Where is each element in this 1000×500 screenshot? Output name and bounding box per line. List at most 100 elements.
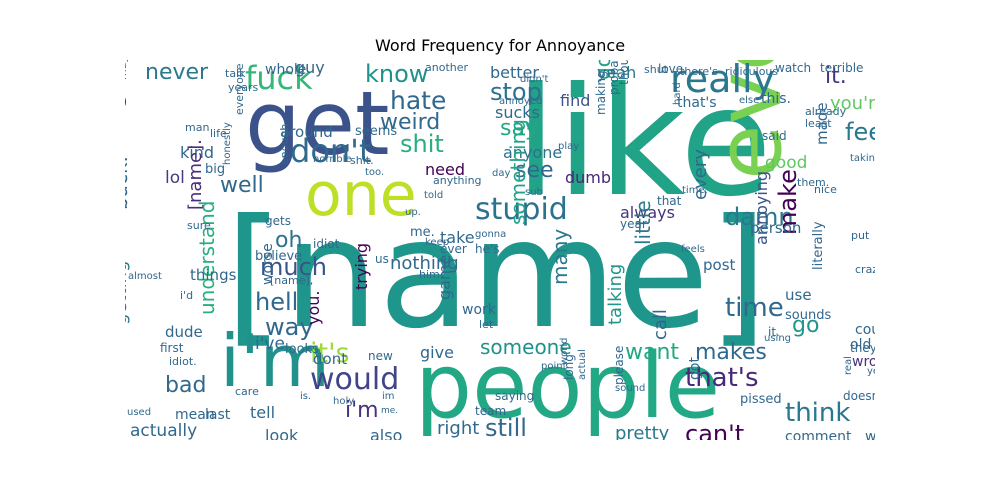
word-item: makes — [695, 340, 767, 365]
word-item: yeah — [597, 63, 637, 82]
word-item: you. — [304, 290, 323, 325]
word-item: hate — [390, 86, 447, 115]
word-item: i've — [255, 334, 285, 354]
word-item: sub — [525, 187, 543, 198]
word-item: call — [650, 309, 671, 340]
word-item: used — [127, 407, 152, 418]
word-item: don't — [290, 132, 372, 170]
word-item: put — [851, 229, 870, 242]
word-cloud: like[name]peoplegetoneevenfuckingi'mreal… — [125, 60, 875, 440]
word-item: annoyed — [499, 96, 543, 107]
word-item: i'm — [220, 319, 330, 403]
word-item: keep — [425, 237, 450, 248]
word-item: mean — [175, 407, 215, 423]
word-item: anyone — [503, 143, 563, 162]
word-item: much — [260, 253, 327, 281]
word-item: old — [850, 337, 872, 353]
word-item: terrible — [820, 61, 864, 75]
word-item: sure — [187, 219, 211, 232]
word-item: many — [548, 228, 572, 285]
word-item: play — [558, 141, 580, 152]
word-item: could — [855, 322, 875, 338]
word-item: there's — [680, 65, 718, 78]
word-item: shut — [644, 63, 668, 76]
word-item: me. — [381, 406, 399, 416]
word-item: trying — [352, 242, 371, 290]
word-item: whole — [265, 62, 307, 78]
word-item: something — [506, 119, 530, 225]
word-item: you're — [830, 93, 875, 114]
word-item: nice — [814, 183, 837, 196]
word-item: kind — [180, 143, 215, 162]
word-item: work — [462, 302, 496, 318]
word-item: got — [687, 357, 703, 380]
word-item: dont — [313, 350, 348, 368]
word-item: us — [375, 252, 389, 266]
word-item: things — [190, 266, 237, 284]
word-item: he's — [475, 242, 500, 256]
word-item: also — [370, 426, 403, 441]
word-item: literally — [811, 221, 826, 270]
word-item: right — [437, 418, 480, 439]
word-item: pissed — [740, 392, 782, 407]
word-item: day — [492, 168, 511, 179]
word-item: almost — [128, 271, 162, 282]
word-item: post — [703, 256, 736, 274]
word-item: find — [560, 91, 591, 110]
word-item: never — [145, 60, 209, 85]
word-item: hell — [255, 288, 299, 316]
word-item: told — [424, 190, 444, 201]
word-item: give — [420, 343, 454, 362]
word-item: worst — [865, 429, 875, 440]
word-item: idiot. — [169, 355, 197, 368]
word-item: always — [620, 203, 675, 222]
word-item: it. — [825, 64, 847, 89]
word-item: let — [479, 318, 494, 331]
word-item: it's — [310, 338, 350, 369]
word-item: everyone — [233, 63, 246, 115]
word-item: team — [475, 404, 507, 418]
word-item: stupid — [475, 192, 568, 227]
word-item: feel — [845, 118, 875, 146]
word-item: around — [280, 123, 333, 141]
word-item: understand — [195, 200, 219, 315]
word-item: them. — [797, 176, 830, 189]
word-item: damn — [725, 203, 794, 231]
word-item: dumb — [565, 168, 612, 187]
word-item: real — [843, 356, 854, 375]
word-item: crazy — [855, 263, 875, 276]
word-item: use — [785, 286, 812, 304]
word-item: using — [764, 333, 792, 344]
word-item: good — [765, 153, 808, 173]
word-item: take — [440, 228, 475, 247]
word-item: it. — [768, 325, 780, 339]
word-item: back. — [125, 156, 132, 210]
word-item: person — [750, 219, 802, 237]
word-item: please — [612, 345, 626, 385]
word-item: they're — [850, 341, 875, 355]
word-item: life — [210, 127, 227, 140]
word-item: least — [805, 117, 832, 130]
word-item: years — [228, 81, 259, 94]
word-item: actual — [577, 349, 588, 380]
word-item: honestly — [222, 122, 233, 165]
word-item: man — [185, 121, 210, 134]
word-item: him. — [419, 268, 444, 281]
word-item: talking — [605, 263, 626, 325]
word-item: point — [541, 361, 567, 372]
word-item: fuck — [245, 60, 313, 97]
word-item: ridiculous — [725, 65, 779, 78]
word-item: anything — [433, 174, 482, 187]
word-item: horrible — [313, 154, 352, 165]
word-item: [name] — [225, 188, 768, 362]
word-item: said — [762, 129, 787, 143]
word-item: people — [415, 334, 721, 439]
word-item: like — [515, 60, 773, 230]
word-item: that's — [677, 95, 717, 111]
word-item: already — [805, 105, 847, 118]
word-item: believe — [255, 249, 303, 264]
word-item: sound — [615, 383, 646, 394]
word-item: didn't — [520, 74, 549, 85]
word-item: weird — [380, 110, 441, 135]
